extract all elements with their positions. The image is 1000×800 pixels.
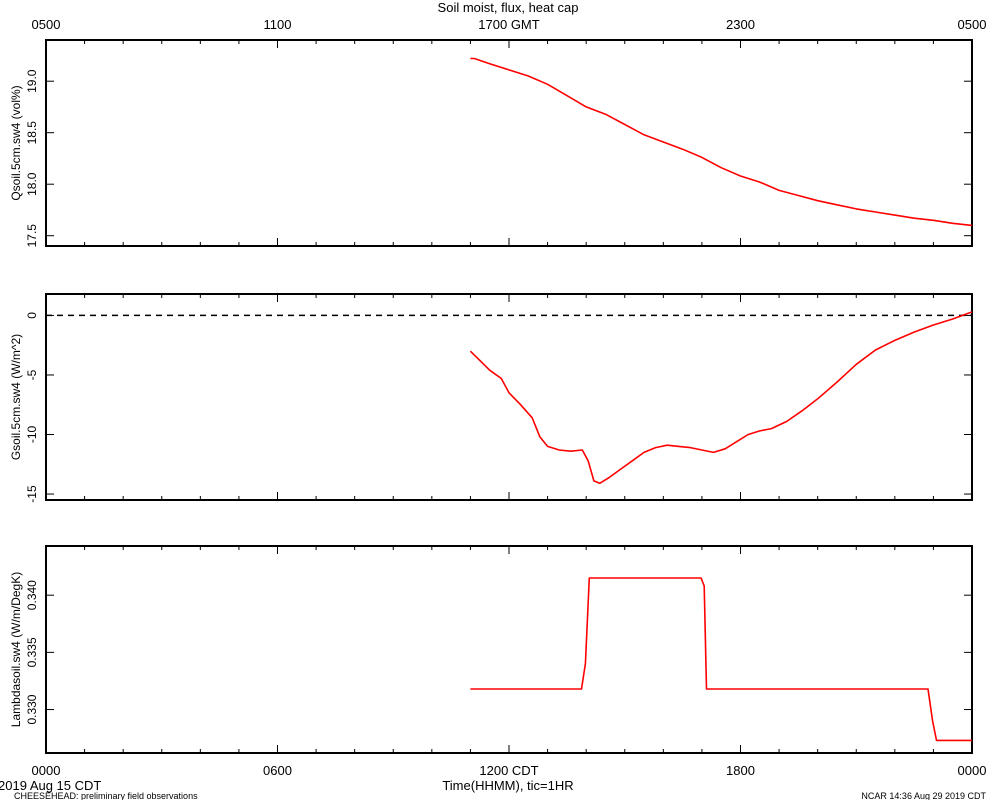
- series-line: [470, 57, 973, 227]
- bottom-tick-label: 1800: [726, 763, 755, 778]
- plot-frame: [45, 545, 973, 754]
- y-tick-label: 17.5: [25, 224, 39, 248]
- top-tick-label: 2300: [726, 17, 755, 32]
- top-axis-tick-labels: 0500 1100 1700 GMT 2300 0500: [32, 17, 987, 32]
- panel-soil-heat-flux: -15 -10 -5 0 Gsoil.5cm.sw4 (W/m^2): [9, 293, 973, 503]
- y-tick-label: 19.0: [25, 69, 39, 93]
- top-tick-label: 1100: [264, 17, 292, 32]
- series-line: [470, 577, 972, 742]
- footer-left: CHEESEHEAD: preliminary field observatio…: [14, 791, 198, 800]
- y-tick-label: 18.5: [25, 121, 39, 145]
- top-tick-label: 0500: [32, 17, 61, 32]
- top-tick-label: 1700 GMT: [478, 17, 539, 32]
- chart-title: Soil moist, flux, heat cap: [438, 0, 579, 15]
- y-axis-label: Qsoil.5cm.sw4 (vol%): [9, 85, 23, 200]
- bottom-tick-label: 1200 CDT: [479, 763, 538, 778]
- plot-frame: [45, 39, 973, 247]
- y-tick-label: 18.0: [25, 172, 39, 196]
- bottom-tick-label: 0000: [32, 763, 61, 778]
- date-label: 2019 Aug 15 CDT: [0, 778, 101, 793]
- footer-right: NCAR 14:36 Aug 29 2019 CDT: [861, 791, 986, 800]
- y-axis-label: Lambdasoil.sw4 (W/m/DegK): [9, 572, 23, 727]
- top-tick-label: 0500: [958, 17, 987, 32]
- y-tick-label: 0.330: [25, 694, 39, 724]
- y-axis-label: Gsoil.5cm.sw4 (W/m^2): [9, 334, 23, 460]
- series-line: [469, 311, 973, 485]
- bottom-tick-label: 0600: [263, 763, 292, 778]
- y-tick-label: 0: [25, 312, 39, 319]
- bottom-axis-tick-labels: 0000 0600 1200 CDT 1800 0000: [32, 763, 987, 778]
- bottom-tick-label: 0000: [958, 763, 987, 778]
- y-tick-label: 0.340: [25, 580, 39, 610]
- y-tick-label: -5: [25, 369, 39, 380]
- y-tick-label: -15: [25, 485, 39, 503]
- plot-frame: [45, 293, 973, 501]
- x-axis-label: Time(HHMM), tic=1HR: [442, 778, 573, 793]
- y-tick-label: 0.335: [25, 637, 39, 667]
- y-tick-label: -10: [25, 426, 39, 444]
